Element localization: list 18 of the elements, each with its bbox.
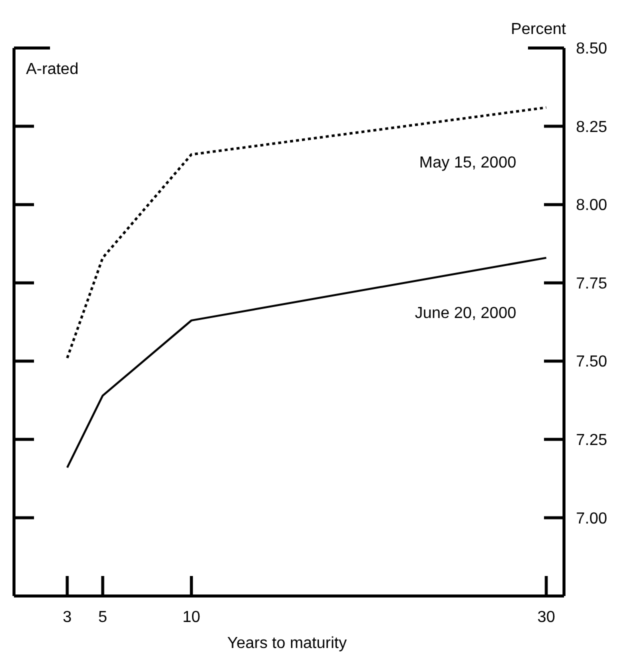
- y-tick-label: 7.25: [576, 432, 608, 450]
- line-series: [66, 106, 548, 360]
- series-label: June 20, 2000: [414, 304, 516, 322]
- x-tick-label: 30: [537, 609, 556, 626]
- y-tick-label: 7.75: [576, 275, 608, 292]
- y-tick-label: 7.50: [576, 354, 608, 371]
- y-tick-label: 8.50: [576, 40, 608, 58]
- x-tick-label: 5: [98, 609, 108, 626]
- y-tick-label: 8.25: [576, 118, 608, 136]
- y-tick-label: 7.00: [576, 510, 608, 528]
- line-series: [66, 256, 548, 469]
- x-tick-label: 3: [62, 609, 72, 626]
- text: A-rated: [26, 61, 78, 78]
- y-axis-title: Percent: [510, 21, 567, 38]
- series-label: May 15, 2000: [419, 154, 516, 172]
- y-tick-label: 8.00: [576, 197, 608, 214]
- x-tick-label: 10: [182, 609, 200, 626]
- x-axis-title: Years to maturity: [227, 635, 347, 652]
